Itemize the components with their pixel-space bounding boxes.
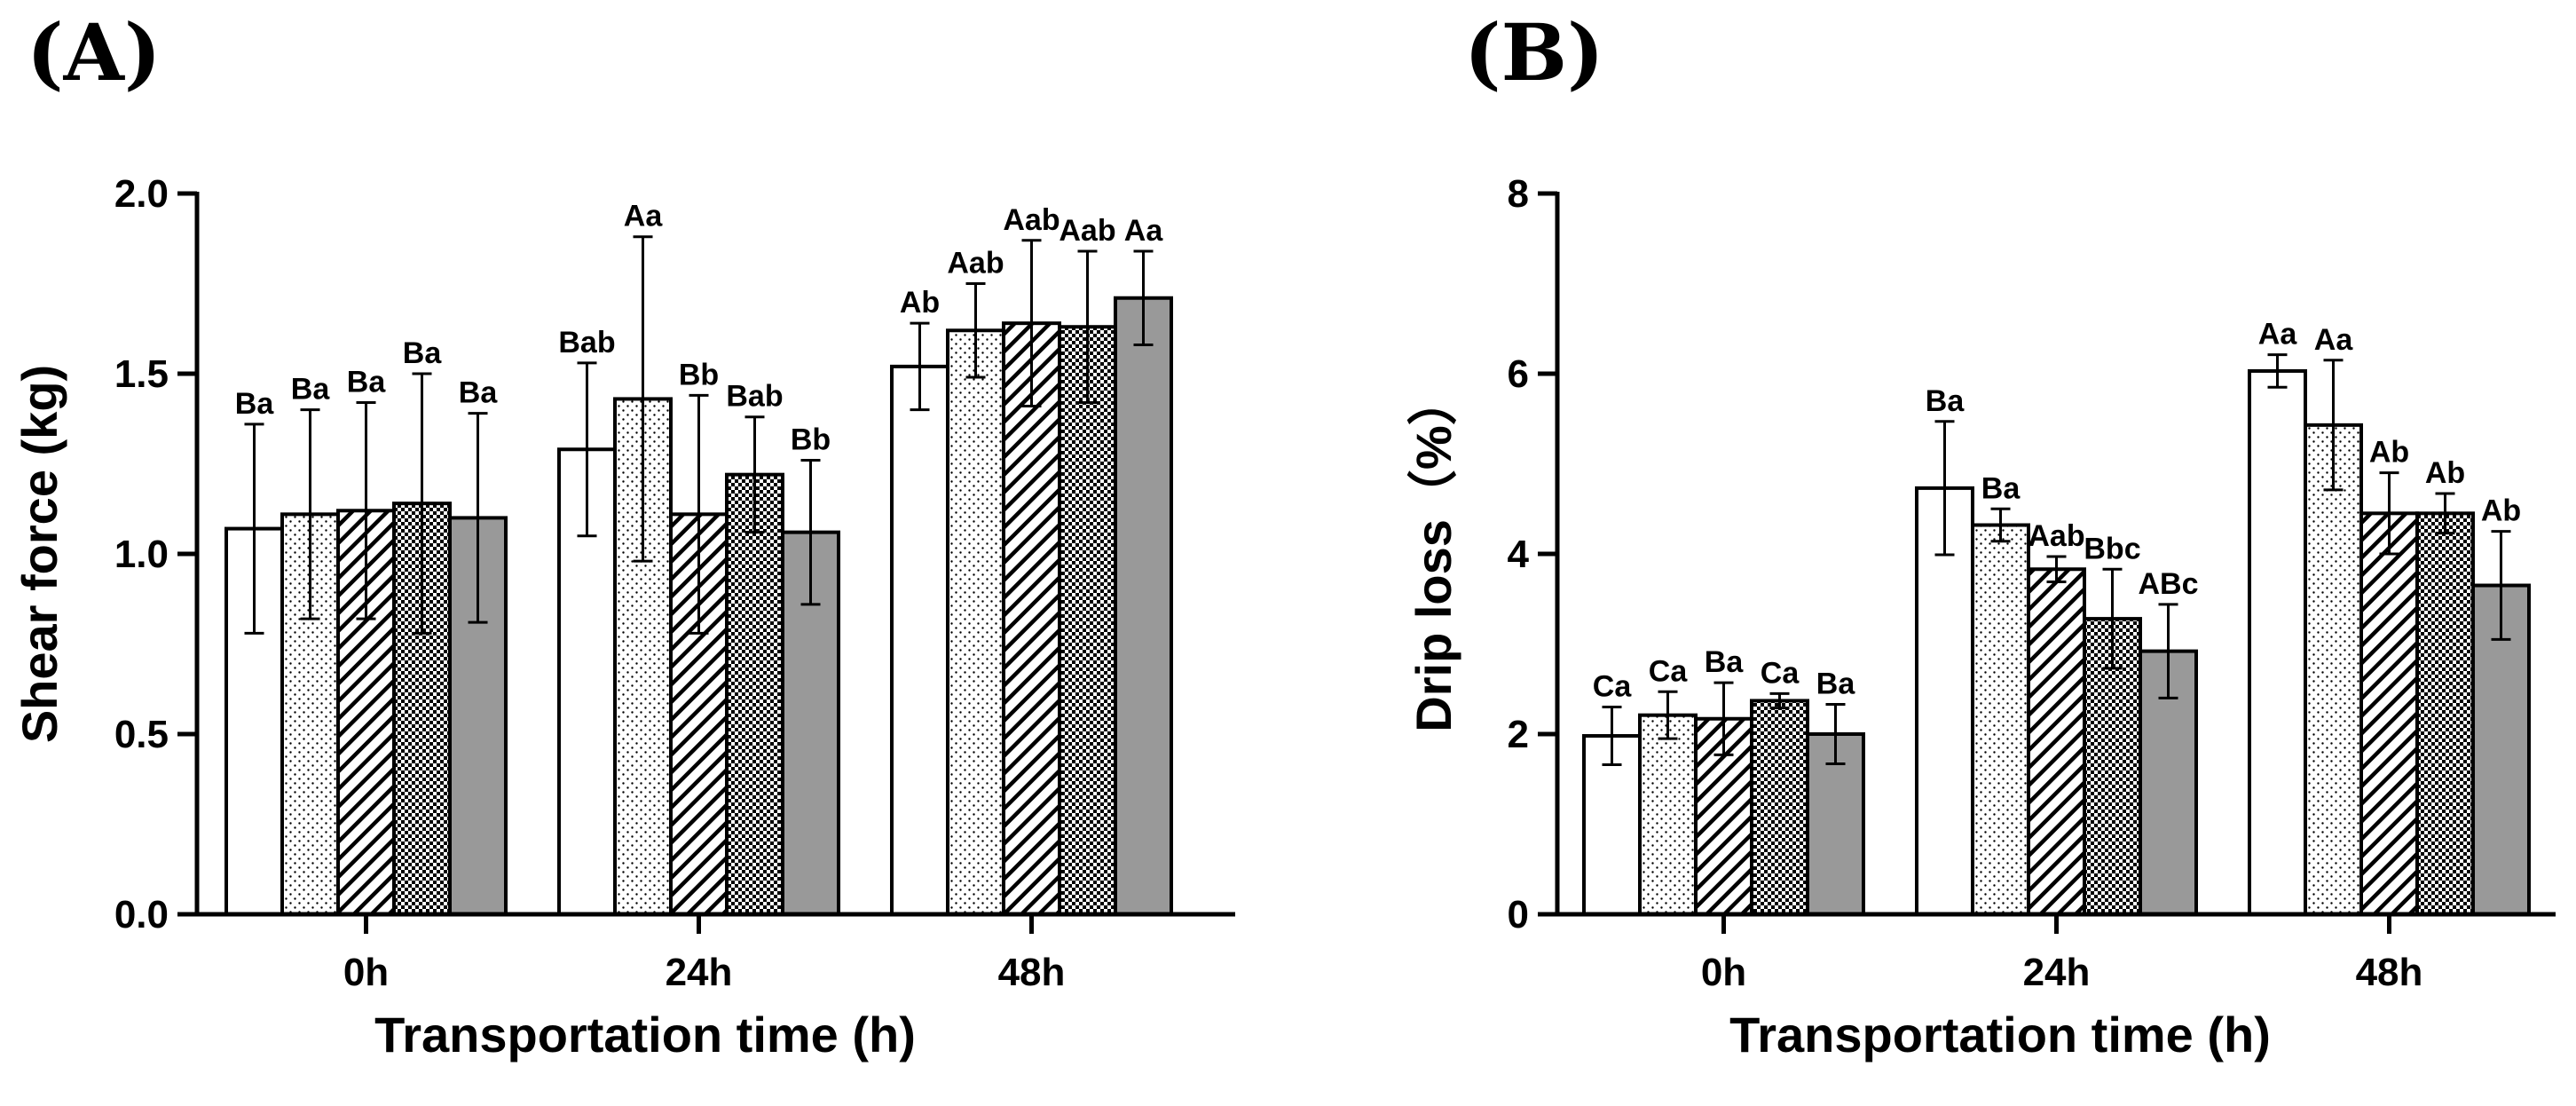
x-tick-label: 24h [666,951,733,994]
significance-label: Ba [1981,471,2021,505]
y-tick-label: 4 [1508,533,1530,576]
significance-label: Aab [1003,203,1060,237]
bar [2359,511,2419,916]
significance-label: Bab [558,326,615,359]
significance-label: Ab [2481,494,2521,528]
x-tick-label: 0h [343,951,389,994]
y-tick-label: 0.5 [114,713,169,756]
axes: 0 2 4 6 8 0h 24h 48h [1508,172,2556,994]
bar [2248,368,2307,916]
bar [1694,716,1753,916]
significance-label-group: Ba Bab Ab Ba Aa Aab Ba Bb Aab Ba Bab Aab Ba Bb Aa [235,200,1164,457]
error-bar-group [244,235,1154,635]
y-tick-label: 2 [1508,713,1529,756]
bar [1750,699,1809,916]
significance-label: Bab [726,380,783,414]
error-bar-group [1602,353,2511,767]
significance-label: Ca [1649,654,1689,688]
significance-label: Aa [1124,214,1164,248]
significance-label: Ab [900,286,940,320]
bar [1058,325,1117,917]
x-tick-label: 48h [2356,951,2423,994]
significance-label: Ca [1761,656,1800,690]
panel-label: (B) [1464,6,1604,99]
y-tick-label: 6 [1508,352,1529,396]
significance-label: Ba [403,336,443,370]
y-tick-label: 1.5 [114,352,169,396]
y-tick-label: 2.0 [114,172,169,216]
significance-label: Ba [1705,645,1745,679]
bar [1002,321,1061,917]
bar [1114,296,1173,916]
significance-label: Ba [459,376,499,410]
bar [2027,567,2086,916]
significance-label: Ba [235,387,275,421]
bar [946,328,1005,916]
significance-label: Bbc [2084,532,2140,565]
x-axis-title: Transportation time (h) [374,1007,916,1063]
bar [1971,523,2030,917]
x-tick-label: 24h [2023,951,2091,994]
significance-label: Ab [2369,436,2409,470]
significance-label: Bb [791,423,831,456]
significance-label: Aa [624,200,664,233]
significance-label: Aab [2028,519,2084,553]
y-tick-label: 0.0 [114,893,169,936]
bar [890,364,949,916]
significance-label: Ba [291,373,331,407]
significance-label: Ba [347,365,387,399]
x-axis-title: Transportation time (h) [1729,1007,2271,1063]
y-axis-title: Shear force (kg) [12,365,67,743]
significance-label: Ba [1926,384,1965,418]
significance-label: Aa [2258,318,2298,352]
significance-label: Aab [947,247,1004,280]
bar [2304,423,2363,917]
x-tick-label: 48h [998,951,1066,994]
significance-label: Ca [1593,670,1633,704]
y-axis-title: Drip loss（%） [1406,375,1461,731]
x-tick-label: 0h [1701,951,1746,994]
significance-label: Ba [1816,668,1856,701]
significance-label: Bb [679,358,719,391]
significance-label: Ab [2425,456,2465,490]
y-tick-label: 1.0 [114,533,169,576]
bar [1638,713,1698,916]
y-tick-label: 8 [1508,172,1529,216]
y-tick-label: 0 [1508,893,1529,936]
panel-label: (A) [27,6,161,99]
bar [2415,511,2475,916]
significance-label: Aa [2314,323,2354,357]
bar [725,472,784,916]
significance-label: ABc [2138,567,2198,601]
axes: 0.0 0.5 1.0 1.5 2.0 0h 24h 48h [114,172,1235,994]
significance-label: Aab [1059,214,1115,248]
